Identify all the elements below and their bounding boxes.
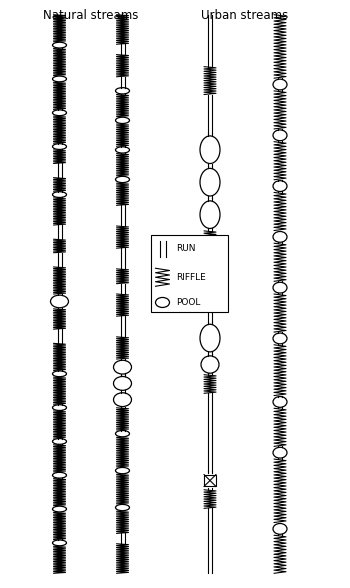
Bar <box>150 235 228 312</box>
Text: RIFFLE: RIFFLE <box>176 273 206 282</box>
Text: Urban streams: Urban streams <box>201 9 289 22</box>
Bar <box>204 475 216 486</box>
Text: Natural streams: Natural streams <box>43 9 139 22</box>
Text: RUN: RUN <box>176 245 196 253</box>
Text: POOL: POOL <box>176 298 201 307</box>
